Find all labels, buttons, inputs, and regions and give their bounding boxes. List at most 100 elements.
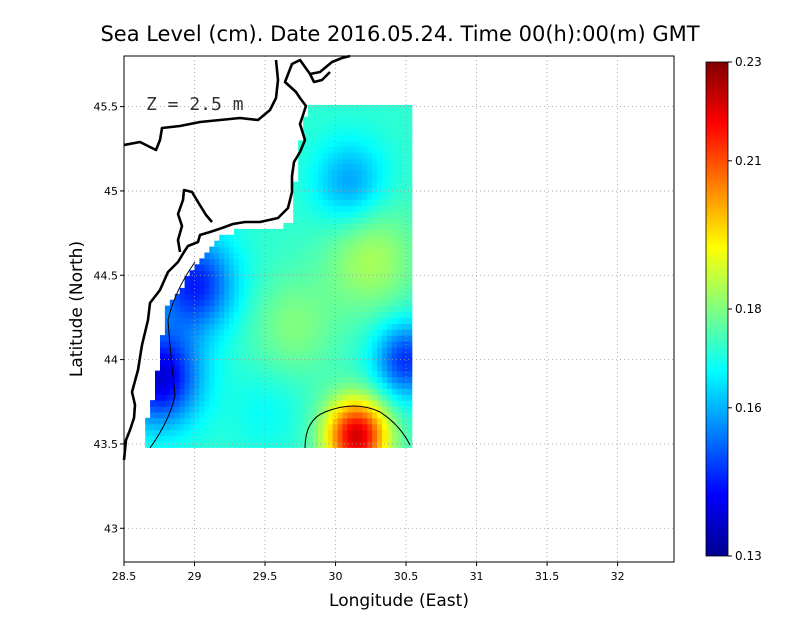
field-cell <box>253 317 260 324</box>
field-cell <box>238 347 245 354</box>
field-cell <box>387 400 393 407</box>
field-cell <box>224 364 230 372</box>
field-cell <box>229 246 235 254</box>
field-cell <box>179 423 186 431</box>
field-cell <box>372 163 378 171</box>
field-cell <box>313 406 319 413</box>
coastline-path <box>122 54 351 461</box>
field-cell <box>278 394 284 401</box>
field-cell <box>406 376 413 383</box>
field-cell <box>155 400 161 407</box>
field-cell <box>387 329 393 336</box>
field-cell <box>322 128 329 135</box>
field-cell <box>367 423 373 431</box>
field-cell <box>209 417 215 425</box>
field-cell <box>184 276 191 283</box>
field-cell <box>352 358 358 366</box>
field-cell <box>258 335 265 342</box>
field-cell <box>238 341 245 348</box>
field-cell <box>298 376 304 383</box>
field-cell <box>214 394 220 401</box>
field-cell <box>396 234 403 242</box>
field-cell <box>362 293 368 301</box>
field-cell <box>322 163 329 171</box>
field-cell <box>313 187 319 195</box>
field-cell <box>377 152 383 159</box>
field-cell <box>377 282 383 289</box>
field-cell <box>189 311 196 318</box>
field-cell <box>204 347 210 354</box>
field-cell <box>278 347 284 354</box>
field-cell <box>362 341 368 348</box>
field-cell <box>377 169 383 177</box>
field-cell <box>308 122 314 130</box>
field-cell <box>327 417 334 425</box>
field-cell <box>357 406 363 413</box>
field-cell <box>362 205 368 212</box>
field-cell <box>396 134 403 141</box>
field-cell <box>160 441 166 448</box>
field-cell <box>248 406 255 413</box>
field-cell <box>347 299 353 307</box>
field-cell <box>367 352 373 360</box>
field-cell <box>322 317 329 324</box>
field-cell <box>396 240 403 248</box>
field-cell <box>308 317 314 324</box>
field-cell <box>234 335 240 342</box>
field-cell <box>219 394 225 401</box>
field-cell <box>308 364 314 372</box>
field-cell <box>347 406 353 413</box>
field-cell <box>401 205 408 212</box>
field-cell <box>406 394 413 401</box>
field-cell <box>189 352 196 360</box>
field-cell <box>317 181 324 189</box>
field-cell <box>347 104 353 112</box>
field-cell <box>327 352 334 360</box>
field-cell <box>278 323 284 330</box>
field-cell <box>214 293 220 301</box>
field-cell <box>337 252 344 259</box>
field-cell <box>263 341 270 348</box>
field-cell <box>263 358 270 366</box>
field-cell <box>248 423 255 431</box>
field-cell <box>308 347 314 354</box>
field-cell <box>357 240 363 248</box>
field-cell <box>229 258 235 265</box>
field-cell <box>372 429 378 437</box>
field-cell <box>317 163 324 171</box>
field-cell <box>199 441 205 448</box>
field-cell <box>347 264 353 271</box>
field-cell <box>322 335 329 342</box>
field-cell <box>357 435 363 442</box>
field-cell <box>352 264 358 271</box>
field-cell <box>234 358 240 366</box>
field-cell <box>169 376 176 383</box>
field-cell <box>382 134 388 141</box>
field-cell <box>362 441 368 448</box>
field-cell <box>303 341 309 348</box>
field-cell <box>382 299 388 307</box>
field-cell <box>258 270 265 277</box>
field-cell <box>313 435 319 442</box>
field-cell <box>248 347 255 354</box>
field-cell <box>313 352 319 360</box>
field-cell <box>224 370 230 378</box>
field-cell <box>184 388 191 395</box>
field-cell <box>352 187 358 195</box>
field-cell <box>209 352 215 360</box>
field-cell <box>377 358 383 366</box>
field-cell <box>322 252 329 259</box>
field-cell <box>391 152 398 159</box>
field-cell <box>342 211 349 218</box>
field-cell <box>248 417 255 425</box>
field-cell <box>293 429 299 437</box>
field-cell <box>204 252 210 259</box>
field-cell <box>317 282 324 289</box>
field-cell <box>362 435 368 442</box>
field-cell <box>199 317 205 324</box>
field-cell <box>308 341 314 348</box>
field-cell <box>396 305 403 313</box>
field-cell <box>298 158 304 165</box>
field-cell <box>372 116 378 124</box>
field-cell <box>352 323 358 330</box>
